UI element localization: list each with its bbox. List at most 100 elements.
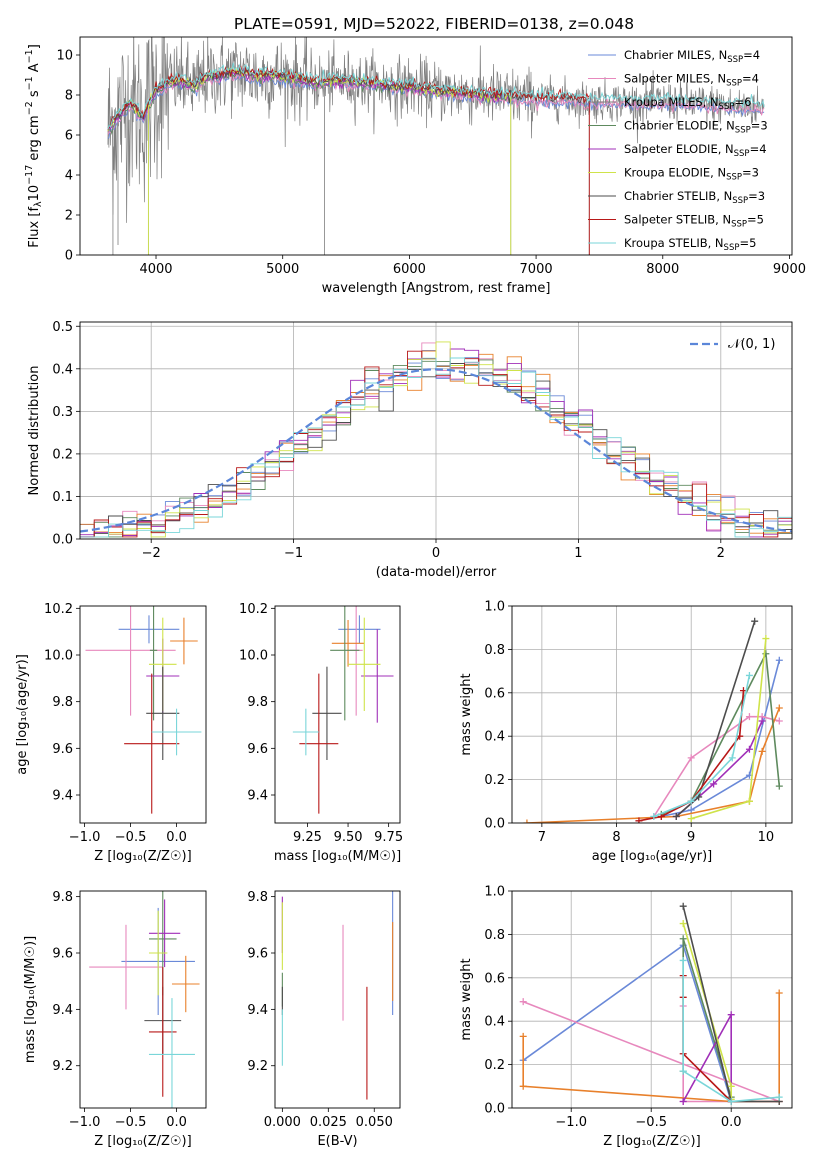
model-spectrum-chabrier-miles bbox=[107, 72, 765, 139]
x-axis-label: Z [log₁₀(Z/Z☉)] bbox=[94, 1134, 191, 1149]
weight-marker bbox=[775, 656, 783, 664]
x-tick-label: 6000 bbox=[393, 262, 426, 277]
weight-marker bbox=[679, 902, 687, 910]
x-tick-label: −0.5 bbox=[115, 1115, 147, 1130]
y-tick-label: 10.0 bbox=[44, 649, 73, 664]
y-axis-label: Flux [fλ10−17 erg cm−2 s−1 A−1] bbox=[24, 44, 44, 248]
weight-marker bbox=[775, 717, 783, 725]
weight-series-orange bbox=[526, 707, 781, 823]
weight-marker bbox=[679, 1097, 687, 1105]
histogram-kroupa-stelib bbox=[80, 357, 792, 538]
y-tick-label: 9.8 bbox=[247, 890, 268, 905]
error-bar-point bbox=[170, 617, 198, 665]
error-bar-point bbox=[124, 673, 180, 814]
legend-entry-base: Kroupa ELODIE, N bbox=[624, 166, 726, 180]
y-tick-label: 9.4 bbox=[247, 1003, 268, 1018]
x-tick-label: −2 bbox=[142, 546, 161, 561]
y-axis-label-part: ] bbox=[27, 44, 42, 49]
legend-entry: Salpeter STELIB, NSSP=5 bbox=[624, 213, 764, 230]
x-tick-label: 9.25 bbox=[293, 830, 322, 845]
weight-marker bbox=[650, 812, 658, 820]
y-tick-label: 9.8 bbox=[52, 890, 73, 905]
y-tick-label: 9.4 bbox=[52, 789, 73, 804]
grid bbox=[512, 891, 792, 1108]
legend-entry-sub: SSP bbox=[726, 173, 742, 183]
weight-marker bbox=[727, 1097, 735, 1105]
weight-marker bbox=[775, 989, 783, 997]
legend-entry: 𝒩(0, 1) bbox=[728, 337, 775, 352]
legend-entry-sub: SSP bbox=[734, 149, 750, 159]
plot-area bbox=[89, 891, 200, 1108]
y-tick-label: 1.0 bbox=[484, 885, 505, 900]
panel-z_weight: −1.0 −0.5 0.0 0.0 0.2 0.4 0.6 0.8 1.0 Z [log₁₀(Z/… bbox=[459, 885, 793, 1149]
error-bar-point bbox=[361, 629, 394, 723]
x-tick-label: 0 bbox=[432, 546, 440, 561]
weight-marker bbox=[679, 935, 687, 943]
y-tick-label: 10 bbox=[56, 49, 73, 64]
error-bar-point bbox=[148, 998, 195, 1108]
legend-entry-tail: =4 bbox=[742, 72, 759, 86]
weight-marker bbox=[523, 819, 531, 823]
legend-entry-base: Kroupa MILES, N bbox=[624, 95, 719, 109]
legend-entry-base: Chabrier STELIB, N bbox=[624, 189, 732, 203]
error-bar-point bbox=[330, 606, 360, 721]
legend-entry-tail: =5 bbox=[747, 213, 764, 227]
x-tick-label: 9.75 bbox=[374, 830, 403, 845]
figure-title: PLATE=0591, MJD=52022, FIBERID=0138, z=0… bbox=[234, 15, 634, 33]
legend-entry-base: Salpeter ELODIE, N bbox=[624, 142, 734, 156]
legend-entry: Salpeter MILES, NSSP=4 bbox=[624, 72, 759, 89]
y-tick-label: 4 bbox=[65, 169, 73, 184]
x-tick-label: −0.5 bbox=[115, 830, 147, 845]
legend-entry-sub: SSP bbox=[724, 243, 740, 253]
weight-marker bbox=[635, 817, 643, 823]
x-axis-label: age [log₁₀(age/yr)] bbox=[592, 849, 713, 864]
weight-marker bbox=[745, 713, 753, 721]
legend-entry-sub: SSP bbox=[727, 55, 743, 65]
error-bar-point bbox=[89, 924, 163, 1010]
y-tick-label: 0.2 bbox=[52, 447, 73, 462]
error-bar-point bbox=[148, 899, 181, 968]
plot-area bbox=[512, 891, 792, 1108]
y-tick-label: 10.2 bbox=[239, 602, 268, 617]
y-tick-label: 9.6 bbox=[52, 947, 73, 962]
weight-marker bbox=[762, 650, 770, 658]
error-bar-point bbox=[118, 615, 180, 644]
y-tick-label: 0.0 bbox=[484, 817, 505, 832]
legend-entry-base: Chabrier ELODIE, N bbox=[624, 119, 735, 133]
legend-entry-sub: SSP bbox=[719, 102, 735, 112]
y-axis-label-part: s bbox=[27, 90, 42, 101]
y-tick-label: 9.4 bbox=[247, 789, 268, 804]
error-bar-point bbox=[171, 955, 200, 1013]
y-tick-label: 8 bbox=[65, 89, 73, 104]
y-axis-label-part: −1 bbox=[24, 76, 35, 90]
legend-entry-tail: =3 bbox=[748, 189, 765, 203]
y-tick-label: 9.6 bbox=[52, 742, 73, 757]
y-tick-label: 9.6 bbox=[247, 742, 268, 757]
panel-residuals: −2 −1 0 1 2 0.0 0.1 0.2 0.3 0.4 0.5 (data-model)/er… bbox=[27, 320, 793, 580]
y-tick-label: 0.8 bbox=[484, 643, 505, 658]
legend-entry: Kroupa MILES, NSSP=6 bbox=[624, 95, 751, 112]
error-bar-point bbox=[348, 617, 381, 711]
legend-entry: Salpeter ELODIE, NSSP=4 bbox=[624, 142, 767, 159]
y-tick-label: 1.0 bbox=[484, 600, 505, 615]
error-bar-point bbox=[149, 606, 158, 721]
axes-frame bbox=[511, 890, 793, 1109]
y-axis-label-part: −1 bbox=[24, 49, 35, 63]
weight-marker bbox=[687, 754, 695, 762]
x-axis-label: E(B-V) bbox=[317, 1134, 357, 1149]
weight-marker bbox=[745, 745, 753, 753]
legend-entry-base: Salpeter STELIB, N bbox=[624, 213, 731, 227]
model-spectrum-kroupa-stelib bbox=[107, 62, 765, 130]
weight-marker bbox=[727, 1082, 735, 1090]
y-tick-label: 0.2 bbox=[484, 773, 505, 788]
y-tick-label: 10.0 bbox=[239, 649, 268, 664]
y-tick-label: 0.0 bbox=[484, 1102, 505, 1117]
x-tick-label: −0.5 bbox=[635, 1115, 667, 1130]
legend-entry-tail: =6 bbox=[734, 95, 751, 109]
weight-marker bbox=[519, 1032, 527, 1040]
legend-entry: Chabrier STELIB, NSSP=3 bbox=[624, 189, 765, 206]
weight-marker bbox=[775, 704, 783, 712]
y-axis-label-part: A bbox=[27, 63, 42, 76]
panel-z_mass: −1.0 −0.5 0.0 9.2 9.4 9.6 9.8 Z [log₁₀(Z/Z☉)] ma… bbox=[23, 890, 207, 1149]
